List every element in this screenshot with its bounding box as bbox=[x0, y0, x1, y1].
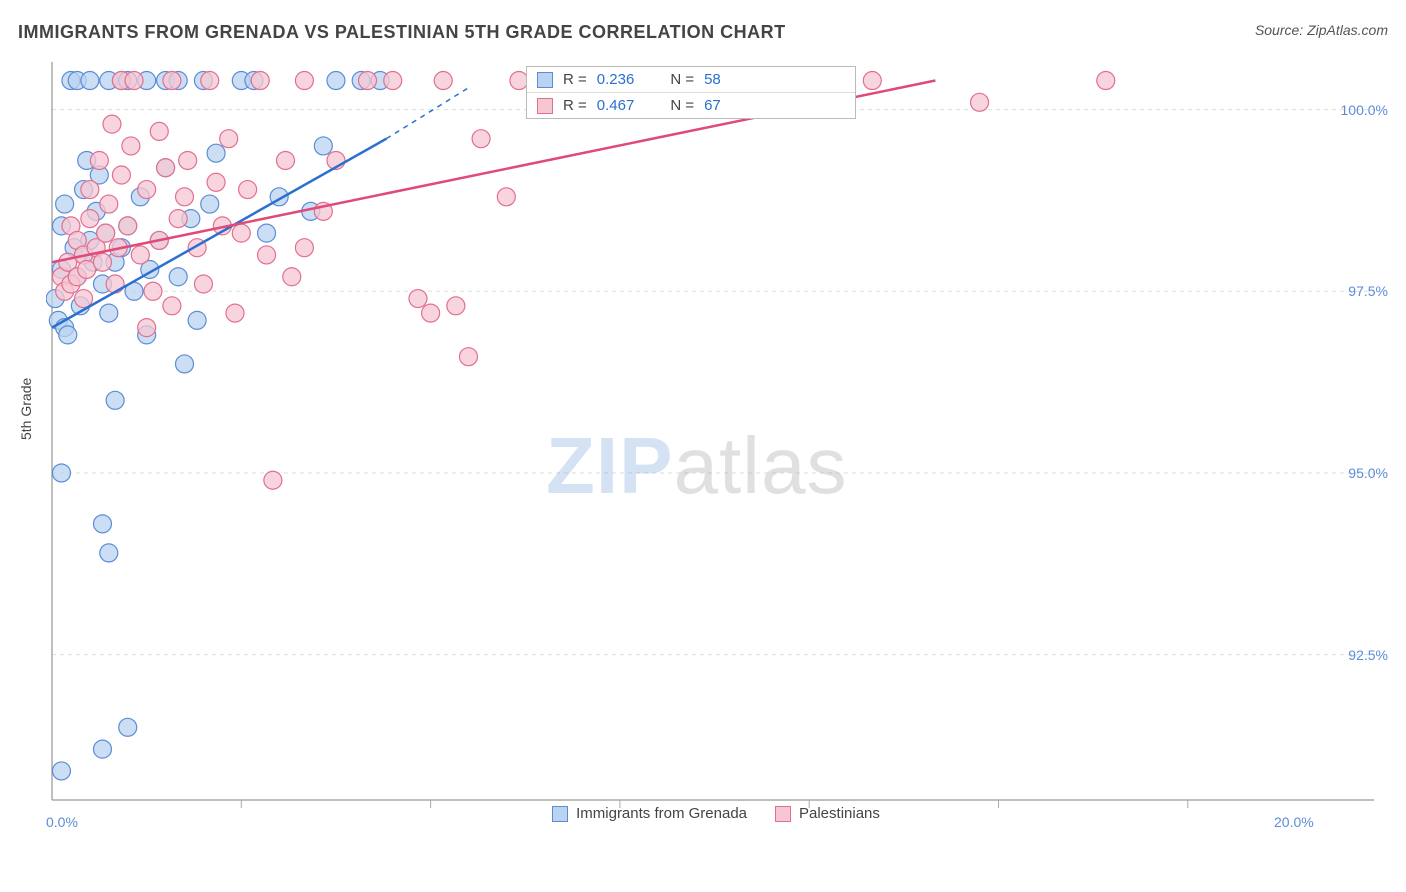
n-value: 67 bbox=[704, 97, 721, 114]
r-label: R = bbox=[563, 97, 587, 114]
bottom-legend: Immigrants from Grenada Palestinians bbox=[46, 805, 1386, 822]
plot-area: ZIPatlas R =0.236N =58R =0.467N =67 92.5… bbox=[46, 60, 1386, 828]
legend-item-grenada: Immigrants from Grenada bbox=[552, 805, 747, 822]
y-axis-label: 5th Grade bbox=[18, 378, 34, 440]
swatch-icon bbox=[537, 72, 553, 88]
chart-title: IMMIGRANTS FROM GRENADA VS PALESTINIAN 5… bbox=[18, 22, 786, 43]
n-label: N = bbox=[670, 71, 694, 88]
y-tick-label: 95.0% bbox=[1348, 465, 1388, 481]
r-value: 0.467 bbox=[597, 97, 635, 114]
n-value: 58 bbox=[704, 71, 721, 88]
swatch-grenada bbox=[552, 806, 568, 822]
legend-label-palestinian: Palestinians bbox=[799, 805, 880, 822]
y-tick-label: 92.5% bbox=[1348, 647, 1388, 663]
n-label: N = bbox=[670, 97, 694, 114]
stat-legend-row: R = 0.236 N = 58 bbox=[527, 67, 855, 93]
stat-legend-row: R = 0.467 N = 67 bbox=[527, 93, 855, 118]
stat-legend: R = 0.236 N = 58 R = 0.467 N = 67 bbox=[526, 66, 856, 119]
r-value: 0.236 bbox=[597, 71, 635, 88]
swatch-icon bbox=[537, 98, 553, 114]
swatch-palestinian bbox=[775, 806, 791, 822]
scatter-svg bbox=[46, 60, 1386, 828]
legend-item-palestinian: Palestinians bbox=[775, 805, 880, 822]
source-label: Source: ZipAtlas.com bbox=[1255, 22, 1388, 38]
y-tick-label: 100.0% bbox=[1341, 102, 1388, 118]
legend-label-grenada: Immigrants from Grenada bbox=[576, 805, 747, 822]
y-tick-label: 97.5% bbox=[1348, 283, 1388, 299]
r-label: R = bbox=[563, 71, 587, 88]
